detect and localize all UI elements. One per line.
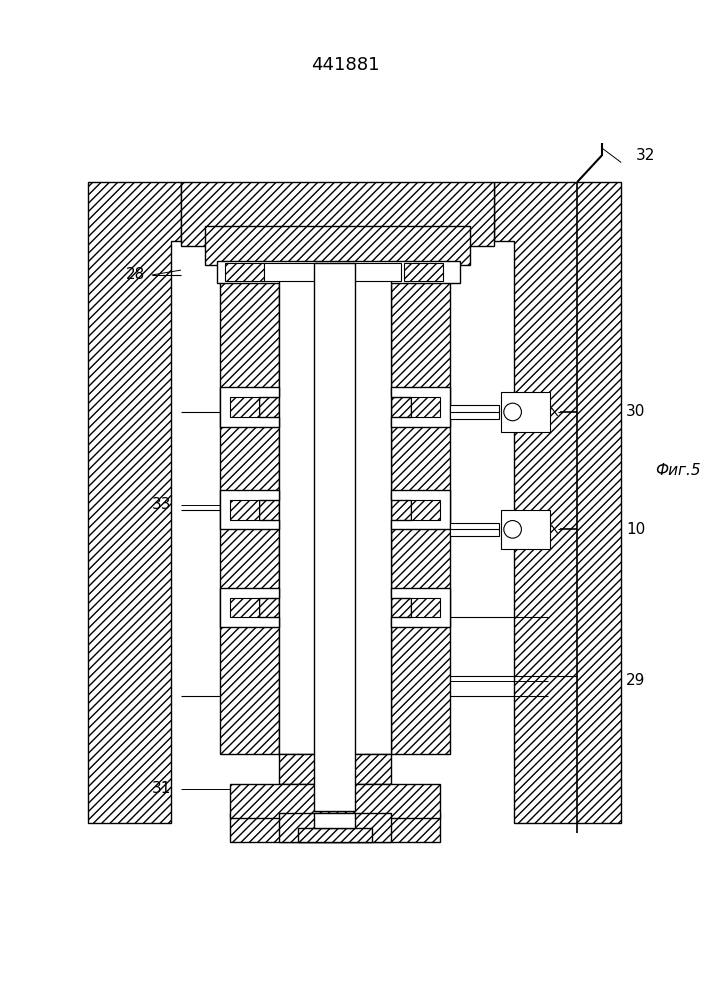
Polygon shape (230, 397, 259, 417)
Polygon shape (411, 598, 440, 617)
Bar (450, 523, 499, 536)
Text: 30: 30 (626, 404, 645, 419)
Bar (314, 813, 355, 828)
Bar (501, 392, 550, 432)
Bar (230, 784, 440, 818)
Text: 29: 29 (626, 673, 645, 688)
Bar (181, 182, 494, 246)
Bar (279, 275, 391, 754)
Bar (314, 263, 355, 811)
Bar (298, 828, 372, 842)
Polygon shape (391, 387, 450, 427)
Bar (279, 813, 391, 842)
Text: Фиг.5: Фиг.5 (655, 463, 701, 478)
Polygon shape (230, 598, 259, 617)
Text: 10: 10 (626, 522, 645, 537)
Polygon shape (220, 275, 279, 754)
Bar (264, 263, 401, 281)
Polygon shape (220, 387, 279, 427)
Text: 33: 33 (152, 497, 171, 512)
Polygon shape (220, 588, 279, 627)
Bar (225, 263, 264, 281)
Bar (206, 226, 469, 265)
Polygon shape (88, 182, 181, 823)
Polygon shape (230, 500, 259, 520)
Polygon shape (494, 182, 621, 823)
Text: 28: 28 (126, 267, 145, 282)
Bar (217, 261, 460, 283)
Polygon shape (391, 588, 450, 627)
Bar (279, 754, 391, 784)
Polygon shape (411, 397, 440, 417)
Polygon shape (391, 490, 450, 529)
Text: 31: 31 (152, 781, 171, 796)
Polygon shape (411, 500, 440, 520)
Bar (501, 510, 550, 549)
Bar (450, 405, 499, 419)
Bar (230, 813, 440, 842)
Text: 441881: 441881 (311, 56, 380, 74)
Polygon shape (220, 490, 279, 529)
Polygon shape (391, 275, 450, 754)
Bar (404, 263, 443, 281)
Text: 32: 32 (636, 148, 655, 163)
